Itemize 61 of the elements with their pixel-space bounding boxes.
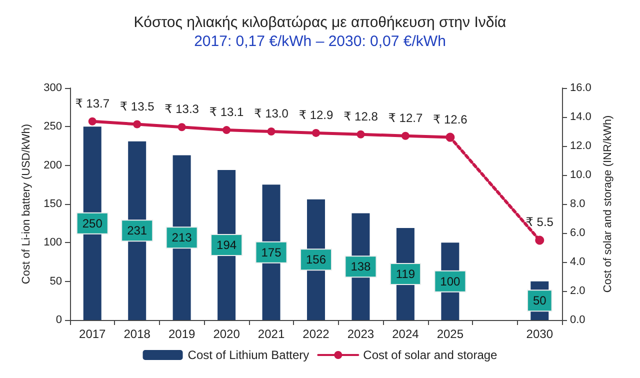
data-label: 194 xyxy=(216,238,237,252)
x-tick-label: 2017 xyxy=(79,327,106,341)
point xyxy=(88,117,96,126)
data-label: ₹ 12.8 xyxy=(344,109,378,124)
y2-tick-label: 4.0 xyxy=(570,256,586,268)
point xyxy=(222,126,231,134)
y2-tick-label: 16.0 xyxy=(570,82,592,94)
point xyxy=(535,236,544,245)
data-label: ₹ 12.9 xyxy=(298,108,334,122)
data-label: 50 xyxy=(532,294,547,308)
y2-tick-label: 8.0 xyxy=(570,198,586,210)
data-label: ₹ 13.7 xyxy=(75,96,110,110)
point xyxy=(356,130,365,138)
x-tick-label: 2022 xyxy=(302,327,330,341)
point xyxy=(133,120,142,128)
point xyxy=(401,132,410,140)
legend-label: Cost of solar and storage xyxy=(363,348,498,362)
y2-tick-label: 6.0 xyxy=(570,227,586,239)
y-tick-label: 100 xyxy=(44,236,62,249)
chart-subtitle: 2017: 0,17 €/kWh – 2030: 0,07 €/kWh xyxy=(194,33,446,50)
y-tick-label: 300 xyxy=(44,82,62,94)
data-label: 119 xyxy=(396,266,416,281)
chart-title: Κόστος ηλιακής κιλοβατώρας με αποθήκευση στην Ινδία xyxy=(134,14,507,31)
y-tick-label: 200 xyxy=(44,159,62,172)
y2-tick-label: 0.0 xyxy=(570,314,586,326)
y2-tick-label: 2.0 xyxy=(570,285,586,297)
y-tick-label: 250 xyxy=(44,120,62,133)
y2-axis-title: Cost of solar and storage (INR/kWh) xyxy=(602,115,614,293)
data-label: ₹ 5.5 xyxy=(526,214,554,229)
y2-tick-label: 12.0 xyxy=(570,140,592,152)
data-label: 231 xyxy=(127,224,148,238)
data-label: ₹ 13.0 xyxy=(254,106,289,120)
legend-label: Cost of Lithium Battery xyxy=(188,348,310,362)
y-tick-label: 150 xyxy=(44,198,62,210)
data-label: ₹ 13.5 xyxy=(120,99,155,114)
point xyxy=(178,123,186,132)
data-label: 175 xyxy=(261,245,282,260)
y-axis-title: Cost of Li-ion battery (USD/kWh) xyxy=(20,124,32,284)
data-label: ₹ 12.7 xyxy=(388,110,423,125)
x-tick-label: 2025 xyxy=(436,327,464,341)
x-tick-label: 2018 xyxy=(124,327,151,341)
y2-tick-label: 10.0 xyxy=(570,169,592,181)
data-label: 100 xyxy=(440,274,461,288)
x-tick-label: 2020 xyxy=(213,327,240,341)
data-label: ₹ 12.6 xyxy=(433,112,468,126)
point xyxy=(312,128,320,137)
point xyxy=(267,128,276,136)
data-label: ₹ 13.1 xyxy=(209,105,244,120)
y2-tick-label: 14.0 xyxy=(570,111,592,123)
data-label: 138 xyxy=(350,260,372,274)
y-tick-label: 0 xyxy=(56,314,62,326)
x-tick-label: 2021 xyxy=(258,327,285,341)
x-tick-label: 2019 xyxy=(168,327,196,341)
data-label: 213 xyxy=(172,230,192,245)
data-label: 156 xyxy=(306,252,326,267)
y-tick-label: 50 xyxy=(50,275,62,288)
x-tick-label: 2030 xyxy=(526,327,554,341)
data-label: ₹ 13.3 xyxy=(164,102,200,116)
data-label: 250 xyxy=(82,216,103,230)
x-tick-label: 2024 xyxy=(392,327,420,341)
x-tick-label: 2023 xyxy=(347,327,374,341)
